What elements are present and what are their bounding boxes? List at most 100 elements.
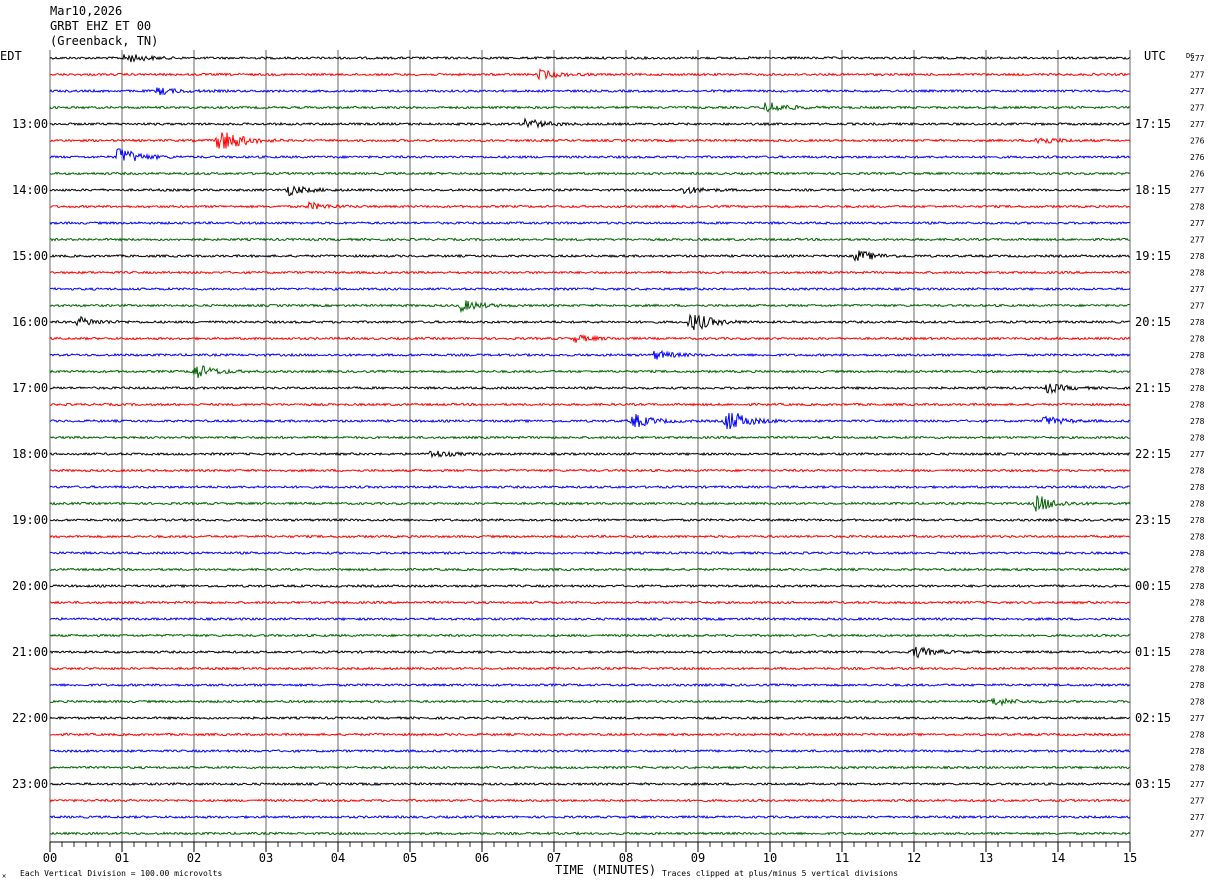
dc-offset-label: 278 bbox=[1190, 500, 1205, 509]
dc-offset-label: 277 bbox=[1190, 780, 1205, 789]
dc-offset-label: 278 bbox=[1190, 483, 1205, 492]
utc-hour-label: 23:15 bbox=[1135, 513, 1171, 527]
seismic-trace-7 bbox=[49, 171, 1131, 176]
dc-offset-label: 278 bbox=[1190, 516, 1205, 525]
dc-offset-label: 277 bbox=[1190, 236, 1205, 245]
seismic-trace-24 bbox=[49, 450, 1131, 459]
seismic-trace-2 bbox=[49, 87, 1130, 96]
dc-offset-label: 278 bbox=[1190, 533, 1205, 542]
seismic-trace-12 bbox=[49, 250, 1131, 262]
edt-hour-label: 20:00 bbox=[12, 579, 48, 593]
seismic-trace-11 bbox=[49, 237, 1131, 242]
seismic-trace-15 bbox=[49, 300, 1131, 314]
utc-hour-label: 22:15 bbox=[1135, 447, 1171, 461]
dc-offset-label: 277 bbox=[1190, 71, 1205, 80]
dc-offset-label: 278 bbox=[1190, 417, 1205, 426]
station-location: (Greenback, TN) bbox=[50, 34, 158, 48]
dc-offset-label: 278 bbox=[1190, 549, 1205, 558]
x-tick-label-12: 12 bbox=[907, 851, 921, 865]
seismic-trace-9 bbox=[49, 200, 1131, 210]
seismic-trace-20 bbox=[49, 383, 1131, 395]
edt-hour-label: 22:00 bbox=[12, 711, 48, 725]
edt-hour-label: 18:00 bbox=[12, 447, 48, 461]
x-tick-label-05: 05 bbox=[403, 851, 417, 865]
x-tick-label-08: 08 bbox=[619, 851, 633, 865]
seismic-trace-8 bbox=[49, 185, 1130, 197]
edt-hour-label: 15:00 bbox=[12, 249, 48, 263]
seismic-trace-3 bbox=[49, 102, 1131, 113]
seismic-trace-40 bbox=[49, 715, 1131, 721]
dc-offset-label: 278 bbox=[1190, 599, 1205, 608]
seismic-trace-33 bbox=[49, 600, 1131, 605]
seismic-trace-21 bbox=[49, 402, 1131, 407]
seismic-trace-0 bbox=[49, 54, 1131, 63]
edt-hour-label: 14:00 bbox=[12, 183, 48, 197]
seismic-trace-10 bbox=[49, 220, 1131, 226]
dc-offset-label: 278 bbox=[1190, 566, 1205, 575]
dc-offset-label: 278 bbox=[1190, 747, 1205, 756]
x-tick-label-13: 13 bbox=[979, 851, 993, 865]
edt-hour-label: 13:00 bbox=[12, 117, 48, 131]
utc-hour-label: 02:15 bbox=[1135, 711, 1171, 725]
x-tick-label-10: 10 bbox=[763, 851, 777, 865]
seismic-trace-32 bbox=[49, 583, 1131, 589]
dc-offset-label: 276 bbox=[1190, 153, 1205, 162]
left-timezone-label: EDT bbox=[0, 49, 22, 63]
utc-hour-label: 18:15 bbox=[1135, 183, 1171, 197]
seismic-trace-5 bbox=[49, 132, 1131, 149]
seismic-trace-1 bbox=[49, 68, 1131, 81]
dc-header: DC bbox=[1186, 52, 1194, 60]
x-tick-label-02: 02 bbox=[187, 851, 201, 865]
dc-offset-label: 278 bbox=[1190, 203, 1205, 212]
dc-offset-label: 276 bbox=[1190, 137, 1205, 146]
seismic-trace-37 bbox=[49, 666, 1131, 671]
dc-offset-label: 278 bbox=[1190, 681, 1205, 690]
dc-offset-label: 278 bbox=[1190, 665, 1205, 674]
dc-offset-label: 278 bbox=[1190, 269, 1205, 278]
utc-hour-label: 01:15 bbox=[1135, 645, 1171, 659]
x-tick-label-07: 07 bbox=[547, 851, 561, 865]
dc-offset-label: 278 bbox=[1190, 401, 1205, 410]
x-axis-title: TIME (MINUTES) bbox=[555, 863, 656, 877]
seismic-trace-18 bbox=[49, 349, 1131, 360]
x-tick-label-01: 01 bbox=[115, 851, 129, 865]
dc-offset-label: 277 bbox=[1190, 830, 1205, 839]
utc-hour-label: 03:15 bbox=[1135, 777, 1171, 791]
edt-hour-label: 23:00 bbox=[12, 777, 48, 791]
dc-offset-label: 277 bbox=[1190, 219, 1205, 228]
dc-offset-label: 278 bbox=[1190, 351, 1205, 360]
dc-offset-label: 278 bbox=[1190, 764, 1205, 773]
x-tick-label-06: 06 bbox=[475, 851, 489, 865]
seismic-trace-22 bbox=[49, 412, 1131, 430]
x-tick-label-00: 00 bbox=[43, 851, 57, 865]
utc-hour-label: 20:15 bbox=[1135, 315, 1171, 329]
seismic-traces bbox=[49, 54, 1131, 836]
seismic-trace-46 bbox=[49, 814, 1131, 820]
dc-offset-labels: 277 277 277 277 277 276 276 276 277 278 277 277 278 2… bbox=[1190, 54, 1205, 839]
seismic-trace-43 bbox=[49, 765, 1131, 770]
x-tick-label-14: 14 bbox=[1051, 851, 1065, 865]
seismic-trace-41 bbox=[49, 732, 1131, 737]
seismic-trace-29 bbox=[49, 534, 1131, 539]
seismic-trace-36 bbox=[49, 646, 1131, 659]
station-code: GRBT EHZ ET 00 bbox=[50, 19, 151, 33]
corner-glyph: ✕ bbox=[2, 872, 6, 880]
dc-offset-label: 278 bbox=[1190, 615, 1205, 624]
dc-offset-label: 277 bbox=[1190, 54, 1205, 63]
footer-scale-note: Each Vertical Division = 100.00 microvol… bbox=[20, 869, 222, 878]
edt-hour-label: 17:00 bbox=[12, 381, 48, 395]
seismic-trace-13 bbox=[49, 270, 1131, 275]
dc-offset-label: 278 bbox=[1190, 648, 1205, 657]
seismic-trace-39 bbox=[49, 697, 1131, 707]
edt-hour-label: 21:00 bbox=[12, 645, 48, 659]
dc-offset-label: 278 bbox=[1190, 252, 1205, 261]
seismic-trace-31 bbox=[49, 567, 1130, 572]
seismic-trace-16 bbox=[49, 313, 1131, 331]
seismic-trace-38 bbox=[49, 682, 1131, 688]
time-gridlines bbox=[49, 50, 1131, 842]
utc-hour-label: 17:15 bbox=[1135, 117, 1171, 131]
dc-offset-label: 278 bbox=[1190, 467, 1205, 476]
dc-offset-label: 277 bbox=[1190, 120, 1205, 129]
edt-hour-label: 19:00 bbox=[12, 513, 48, 527]
